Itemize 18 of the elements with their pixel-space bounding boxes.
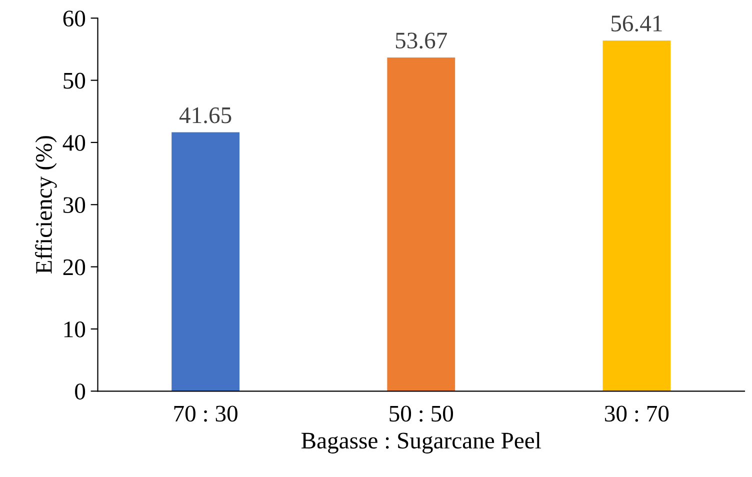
y-tick-label: 30 (63, 197, 86, 214)
y-tick-label: 20 (63, 259, 86, 276)
x-tick-label: 50 : 50 (390, 406, 454, 422)
y-tick-label: 50 (64, 72, 86, 89)
y-axis-title: Efficiency (%) (35, 136, 57, 274)
x-axis-title: Bagasse : Sugarcane Peel (301, 432, 541, 454)
x-tick-label: 70 : 30 (174, 406, 238, 422)
bar (172, 132, 240, 392)
data-label: 41.65 (179, 107, 232, 124)
data-label: 53.67 (396, 32, 448, 49)
x-tick-label: 30 : 70 (605, 406, 669, 422)
y-tick-label: 10 (64, 321, 86, 338)
y-tick-label: 60 (63, 10, 86, 27)
bar (602, 40, 671, 392)
bar (387, 57, 456, 392)
y-tick-label: 0 (75, 384, 86, 400)
data-label: 56.41 (612, 16, 662, 32)
y-tick-label: 40 (62, 134, 86, 151)
